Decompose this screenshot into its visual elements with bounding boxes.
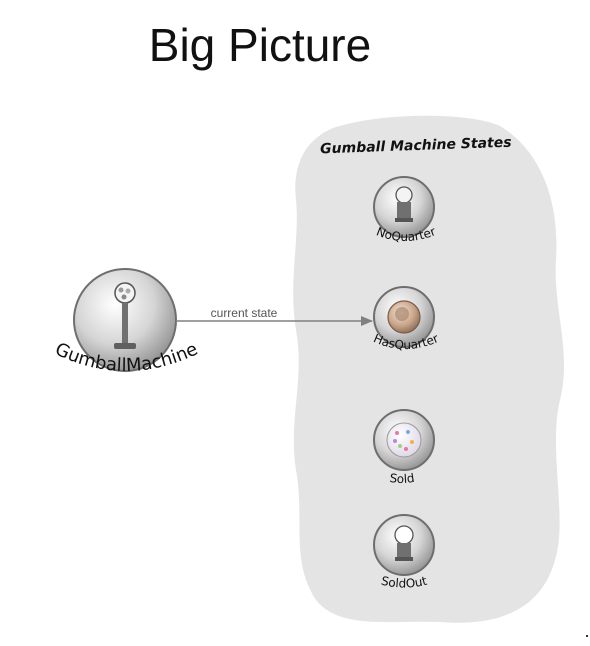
context-gumball-machine: GumballMachine bbox=[52, 268, 201, 376]
state-sold-out: SoldOut bbox=[373, 514, 435, 591]
gumball-icon bbox=[386, 422, 422, 458]
empty-gumball-machine-icon bbox=[394, 525, 414, 561]
state-label: HasQuarter bbox=[371, 331, 440, 352]
state-label: Sold bbox=[389, 471, 416, 486]
state-no-quarter: NoQuarter bbox=[373, 176, 438, 244]
state-label: SoldOut bbox=[380, 574, 429, 591]
corner-mark bbox=[586, 635, 588, 637]
current-state-arrow: current state bbox=[176, 306, 373, 326]
gumball-machine-icon bbox=[114, 282, 136, 349]
states-container-blob bbox=[293, 115, 565, 623]
state-has-quarter: HasQuarter bbox=[371, 286, 441, 352]
arrow-label: current state bbox=[211, 306, 278, 320]
state-sold: Sold bbox=[373, 409, 435, 486]
state-label: NoQuarter bbox=[374, 224, 437, 244]
states-heading: Gumball Machine States bbox=[320, 135, 512, 158]
gumball-machine-icon bbox=[395, 186, 413, 222]
page-title: Big Picture bbox=[148, 19, 372, 71]
quarter-coin-icon bbox=[387, 300, 421, 334]
